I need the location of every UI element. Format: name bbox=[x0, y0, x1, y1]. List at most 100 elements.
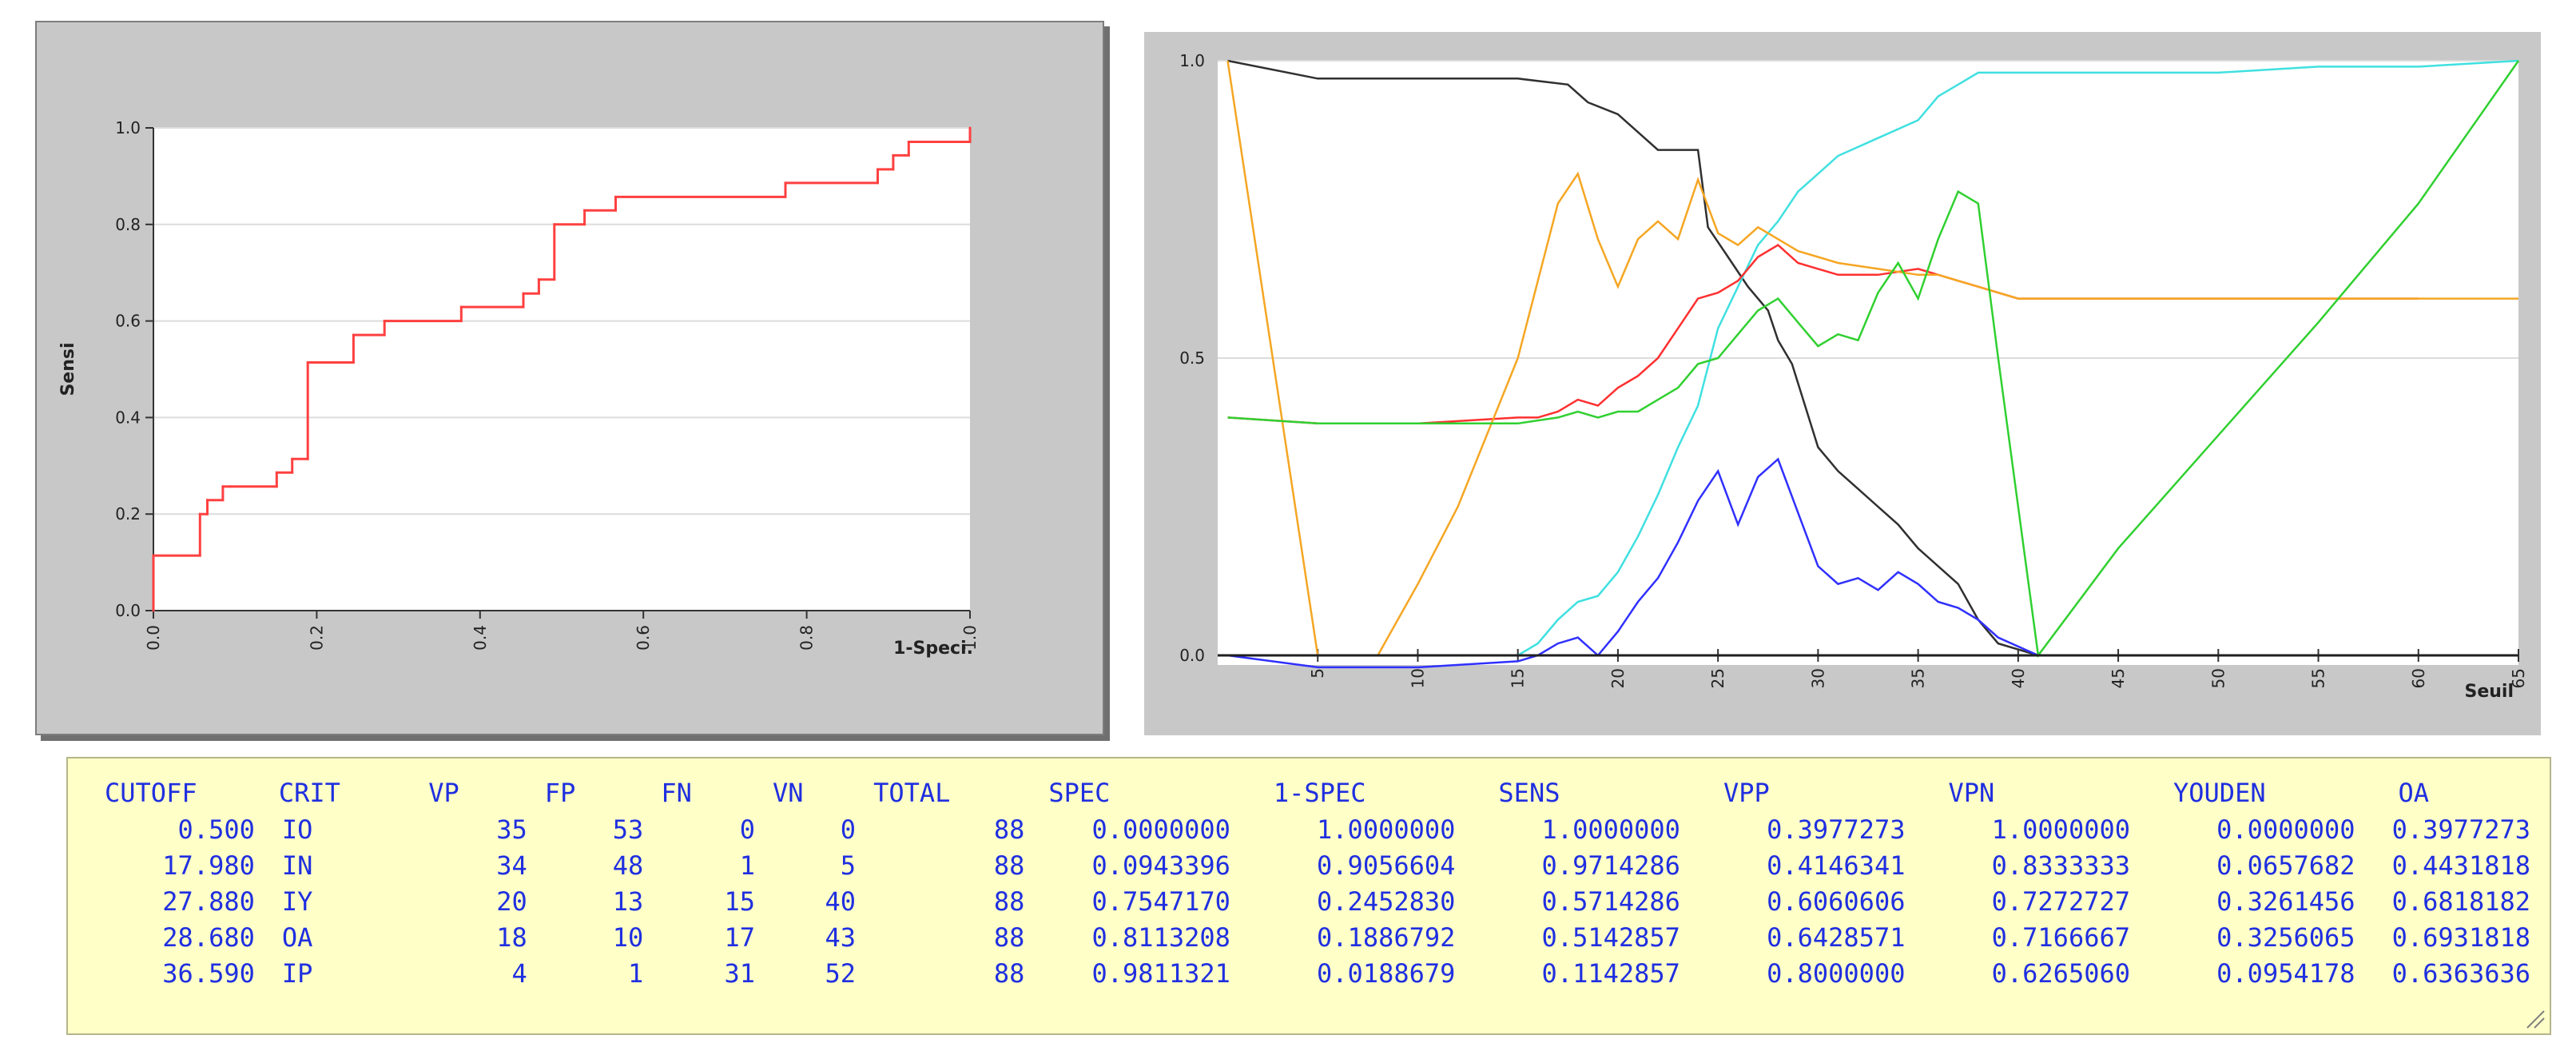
roc-curve-point bbox=[877, 168, 880, 171]
threshold-y-tick-label: 0.5 bbox=[1179, 348, 1205, 368]
roc-curve-point bbox=[152, 554, 155, 557]
roc-curve-point bbox=[229, 485, 232, 488]
threshold-x-tick-label: 40 bbox=[2009, 668, 2028, 688]
table-cell: 0.7547170 bbox=[1091, 886, 1230, 917]
table-cell: 43 bbox=[825, 922, 857, 953]
roc-curve-point bbox=[877, 181, 880, 185]
cutoff-table-panel: CUTOFF CRIT VP FP FN VN TOTAL SPEC 1-SPEC SENS VPP… bbox=[66, 757, 2551, 1035]
table-cell: IY bbox=[281, 886, 313, 917]
table-row: 0.500 IO 35 53 0 0 88 0.0000000 1.0000000 1.00000… bbox=[87, 811, 2550, 847]
table-cell: 0.0000000 bbox=[2216, 814, 2355, 845]
roc-curve-point bbox=[614, 209, 617, 212]
column-header-sens: SENS bbox=[1498, 778, 1560, 808]
column-header-fn: FN bbox=[661, 778, 692, 808]
roc-curve-point bbox=[221, 499, 225, 502]
table-cell: 0.8333333 bbox=[1991, 850, 2130, 881]
table-cell: 15 bbox=[724, 886, 755, 917]
column-header-vn: VN bbox=[772, 778, 804, 808]
column-header-cutoff: CUTOFF bbox=[105, 778, 197, 808]
table-cell: 1.0000000 bbox=[1991, 814, 2130, 845]
roc-curve-point bbox=[291, 471, 294, 474]
threshold-series-line bbox=[1227, 457, 2479, 669]
roc-curve-point bbox=[784, 181, 787, 185]
threshold-chart-panel: 0.0 0.5 1.0 5 10 15 20 25 30 35 40 45 50 55 60 65 Seuil bbox=[1144, 32, 2541, 735]
roc-curve-point bbox=[892, 168, 895, 171]
table-cell: 88 bbox=[993, 922, 1025, 953]
threshold-x-tick-label: 50 bbox=[2208, 668, 2228, 688]
table-cell: 0.9714286 bbox=[1541, 850, 1680, 881]
table-cell: 0.4431818 bbox=[2391, 850, 2530, 881]
threshold-x-tick-label: 5 bbox=[1308, 668, 1327, 679]
table-cell: 88 bbox=[993, 814, 1025, 845]
threshold-x-tick-label: 20 bbox=[1608, 668, 1628, 688]
table-cell: 0.5142857 bbox=[1541, 922, 1680, 953]
roc-curve-point bbox=[583, 209, 586, 212]
table-cell: 0.0000000 bbox=[1091, 814, 1230, 845]
threshold-x-tick-label: 35 bbox=[1909, 668, 1928, 688]
column-header-fp: FP bbox=[544, 778, 576, 808]
column-header-vp: VP bbox=[428, 778, 459, 808]
roc-curve-point bbox=[352, 333, 355, 336]
threshold-y-tick-label: 0.0 bbox=[1179, 646, 1205, 665]
resize-grip-icon[interactable] bbox=[2524, 1008, 2545, 1029]
table-cell: 0.1142857 bbox=[1541, 957, 1680, 989]
table-cell: 0.3977273 bbox=[2391, 814, 2530, 845]
column-header-spec: SPEC bbox=[1048, 778, 1111, 808]
table-cell: 1 bbox=[739, 850, 755, 881]
roc-x-tick-label: 0.0 bbox=[144, 625, 163, 651]
threshold-series-line bbox=[1227, 60, 2520, 659]
table-cell: 10 bbox=[612, 922, 644, 953]
table-cell: 17 bbox=[724, 922, 755, 953]
table-cell: 20 bbox=[496, 886, 527, 917]
table-row: 36.590 IP 4 1 31 52 88 0.9811321 0.0188679 0.1142… bbox=[87, 955, 2550, 991]
table-cell: 1 bbox=[628, 957, 644, 989]
table-cell: 0.9811321 bbox=[1091, 957, 1230, 989]
threshold-x-tick-label: 25 bbox=[1708, 668, 1727, 688]
column-header-1-spec: 1-SPEC bbox=[1273, 778, 1366, 808]
roc-curve-point bbox=[383, 333, 386, 336]
table-cell: 88 bbox=[993, 957, 1025, 989]
column-header-vpn: VPN bbox=[1948, 778, 1995, 808]
table-row: 27.880 IY 20 13 15 40 88 0.7547170 0.2452830 0.57… bbox=[87, 883, 2550, 919]
table-header-row: CUTOFF CRIT VP FP FN VN TOTAL SPEC 1-SPEC SENS VPP… bbox=[87, 774, 2550, 811]
roc-curve-point bbox=[198, 512, 201, 516]
roc-y-tick-label: 0.4 bbox=[115, 408, 141, 427]
threshold-x-tick-label: 10 bbox=[1408, 668, 1427, 688]
roc-x-tick-label: 0.6 bbox=[634, 625, 653, 651]
table-cell: 0.0657682 bbox=[2216, 850, 2355, 881]
table-cell: 27.880 bbox=[162, 886, 255, 917]
roc-curve-point bbox=[907, 153, 910, 157]
column-header-youden: YOUDEN bbox=[2173, 778, 2266, 808]
table-cell: 0.6363636 bbox=[2391, 957, 2530, 989]
table-cell: 52 bbox=[825, 957, 857, 989]
threshold-x-axis-label: Seuil bbox=[2464, 682, 2514, 702]
roc-y-tick-label: 0.8 bbox=[115, 215, 141, 234]
table-cell: 36.590 bbox=[162, 957, 255, 989]
table-cell: 28.680 bbox=[162, 922, 255, 953]
table-cell: 1.0000000 bbox=[1317, 814, 1456, 845]
roc-curve-point bbox=[892, 153, 895, 157]
threshold-x-tick-label: 30 bbox=[1808, 668, 1827, 688]
roc-curve-point bbox=[205, 512, 209, 516]
roc-curve-point bbox=[306, 361, 309, 364]
table-cell: IN bbox=[281, 850, 313, 881]
table-cell: 0.9056604 bbox=[1317, 850, 1456, 881]
roc-curve-point bbox=[537, 278, 540, 281]
roc-curve-point bbox=[907, 141, 910, 144]
table-cell: 13 bbox=[612, 886, 644, 917]
table-cell: 0.4146341 bbox=[1767, 850, 1906, 881]
table-row: 28.680 OA 18 10 17 43 88 0.8113208 0.1886792 0.51… bbox=[87, 919, 2550, 955]
roc-chart: 0.00.20.40.60.81.00.0 0.2 0.4 0.6 0.8 1.01-Sp… bbox=[58, 118, 980, 659]
table-row: 17.980 IN 34 48 1 5 88 0.0943396 0.9056604 0.9714… bbox=[87, 847, 2550, 883]
table-cell: OA bbox=[281, 922, 313, 953]
threshold-x-tick-label: 45 bbox=[2109, 668, 2128, 688]
table-cell: 18 bbox=[496, 922, 527, 953]
roc-curve-point bbox=[522, 305, 525, 309]
table-cell: 4 bbox=[511, 957, 527, 989]
roc-curve-point bbox=[968, 141, 972, 144]
table-cell: IP bbox=[281, 957, 313, 989]
roc-y-tick-label: 0.6 bbox=[115, 312, 141, 331]
table-cell: 0.6060606 bbox=[1767, 886, 1906, 917]
table-cell: 0.500 bbox=[177, 814, 255, 845]
roc-y-tick-label: 0.2 bbox=[115, 504, 141, 524]
